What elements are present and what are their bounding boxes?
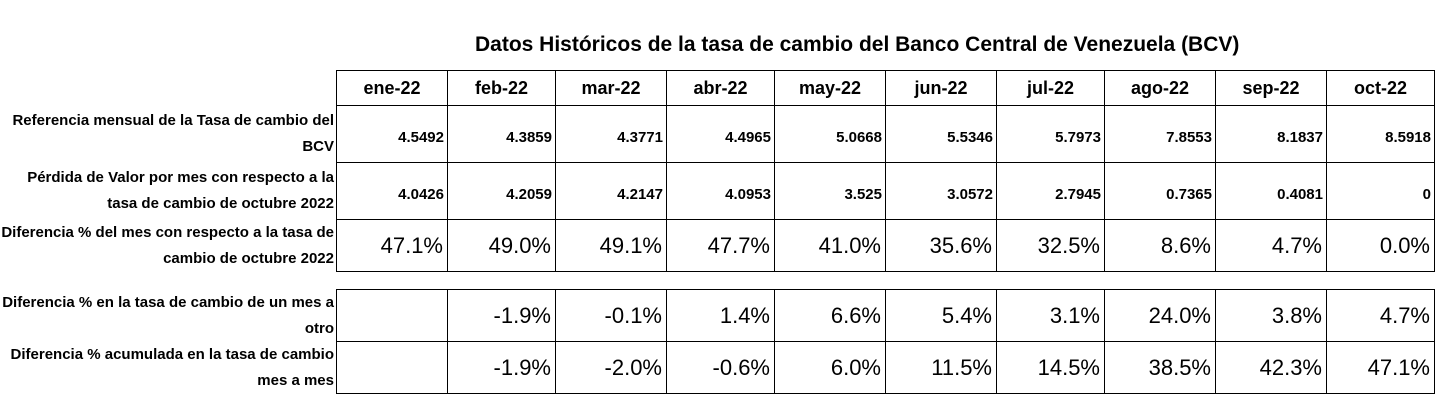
- table-cell: 49.0%: [447, 219, 556, 272]
- page-title: Datos Históricos de la tasa de cambio de…: [475, 33, 1240, 56]
- table-cell: 4.2147: [555, 162, 667, 220]
- table-cell: 49.1%: [555, 219, 667, 272]
- table-cell: 0.4081: [1215, 162, 1327, 220]
- month-header: may-22: [774, 70, 886, 106]
- table-cell: 4.0953: [666, 162, 775, 220]
- table-cell: 4.5492: [336, 105, 448, 163]
- table-cell: -0.6%: [666, 341, 775, 394]
- table-cell: [336, 289, 448, 342]
- table-cell: -1.9%: [447, 289, 556, 342]
- table-cell: 4.4965: [666, 105, 775, 163]
- month-header: jun-22: [885, 70, 997, 106]
- table-cell: 4.2059: [447, 162, 556, 220]
- month-header: ago-22: [1104, 70, 1216, 106]
- month-header: feb-22: [447, 70, 556, 106]
- table-cell: 6.6%: [774, 289, 886, 342]
- table-row: Referencia mensual de la Tasa de cambio …: [0, 105, 1435, 163]
- month-header: oct-22: [1326, 70, 1435, 106]
- table-cell: 3.8%: [1215, 289, 1327, 342]
- month-header: jul-22: [996, 70, 1105, 106]
- table-cell: 4.7%: [1326, 289, 1435, 342]
- table-cell: 6.0%: [774, 341, 886, 394]
- table-cell: -0.1%: [555, 289, 667, 342]
- table-cell: 47.7%: [666, 219, 775, 272]
- table-cell: -2.0%: [555, 341, 667, 394]
- table-cell: [336, 341, 448, 394]
- table-row: Diferencia % del mes con respecto a la t…: [0, 219, 1435, 272]
- header-spacer: [0, 71, 337, 106]
- row-label: Diferencia % en la tasa de cambio de un …: [2, 293, 334, 337]
- table-cell: 8.6%: [1104, 219, 1216, 272]
- table-row: Diferencia % acumulada en la tasa de cam…: [0, 341, 1435, 394]
- table-cell: 14.5%: [996, 341, 1105, 394]
- table-cell: 4.3771: [555, 105, 667, 163]
- table-cell: 4.0426: [336, 162, 448, 220]
- table-cell: 5.5346: [885, 105, 997, 163]
- row-label: Referencia mensual de la Tasa de cambio …: [12, 112, 334, 155]
- exchange-rate-table: ene-22 feb-22 mar-22 abr-22 may-22 jun-2…: [0, 70, 1435, 272]
- table-cell: 7.8553: [1104, 105, 1216, 163]
- table-cell: 32.5%: [996, 219, 1105, 272]
- table-cell: 0: [1326, 162, 1435, 220]
- table-row: Diferencia % en la tasa de cambio de un …: [0, 289, 1435, 342]
- month-header: ene-22: [336, 70, 448, 106]
- table-cell: 4.3859: [447, 105, 556, 163]
- table-row: Pérdida de Valor por mes con respecto a …: [0, 162, 1435, 220]
- table-cell: 3.1%: [996, 289, 1105, 342]
- table-cell: 4.7%: [1215, 219, 1327, 272]
- table-cell: 1.4%: [666, 289, 775, 342]
- table-cell: 0.0%: [1326, 219, 1435, 272]
- table-cell: 11.5%: [885, 341, 997, 394]
- table-cell: 5.7973: [996, 105, 1105, 163]
- table-cell: 0.7365: [1104, 162, 1216, 220]
- row-label: Diferencia % del mes con respecto a la t…: [1, 223, 334, 267]
- month-header: sep-22: [1215, 70, 1327, 106]
- table-cell: 41.0%: [774, 219, 886, 272]
- table-cell: 3.0572: [885, 162, 997, 220]
- table-cell: 24.0%: [1104, 289, 1216, 342]
- table-cell: 5.4%: [885, 289, 997, 342]
- table-cell: 47.1%: [336, 219, 448, 272]
- table-cell: 42.3%: [1215, 341, 1327, 394]
- table-cell: 35.6%: [885, 219, 997, 272]
- table-cell: 5.0668: [774, 105, 886, 163]
- row-label: Diferencia % acumulada en la tasa de cam…: [10, 345, 334, 389]
- table-cell: 3.525: [774, 162, 886, 220]
- header-row: ene-22 feb-22 mar-22 abr-22 may-22 jun-2…: [0, 70, 1435, 106]
- month-header: mar-22: [555, 70, 667, 106]
- table-cell: 47.1%: [1326, 341, 1435, 394]
- table-cell: 38.5%: [1104, 341, 1216, 394]
- table-cell: 8.5918: [1326, 105, 1435, 163]
- row-label: Pérdida de Valor por mes con respecto a …: [27, 169, 334, 212]
- table-cell: -1.9%: [447, 341, 556, 394]
- month-header: abr-22: [666, 70, 775, 106]
- monthly-difference-table: Diferencia % en la tasa de cambio de un …: [0, 289, 1435, 394]
- table-cell: 2.7945: [996, 162, 1105, 220]
- table-cell: 8.1837: [1215, 105, 1327, 163]
